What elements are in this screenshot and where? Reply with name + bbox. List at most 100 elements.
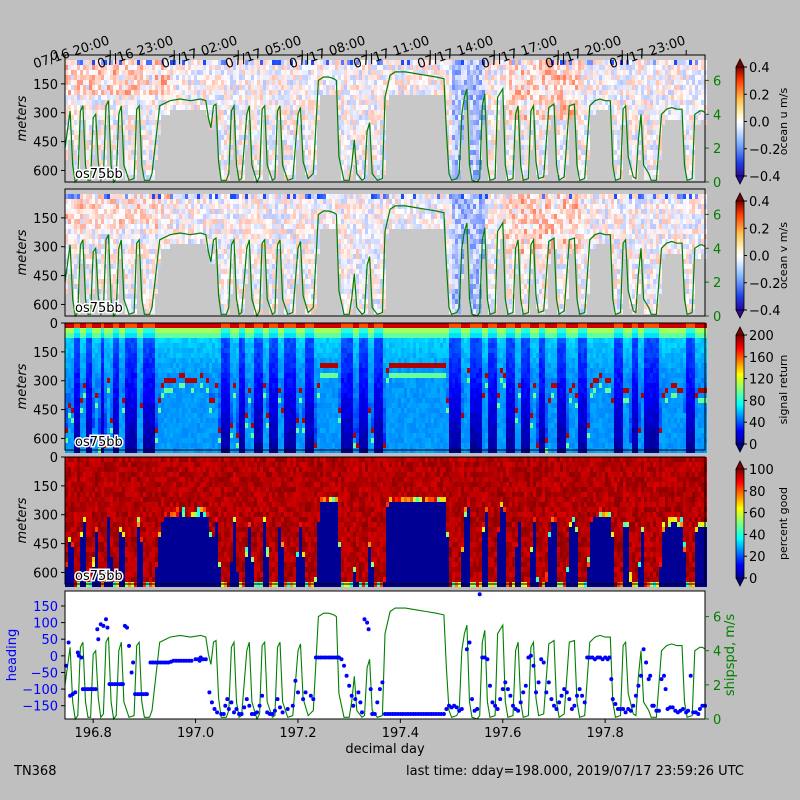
ship-speed-line — [64, 71, 706, 184]
colorbar-tick-label: 0.0 — [749, 116, 770, 131]
y-axis-tick-label: 100 — [33, 617, 58, 632]
heading-point — [207, 690, 212, 695]
colorbar-tick-label: 0.0 — [749, 250, 770, 265]
heading-point — [697, 707, 702, 711]
right-axis-tick-label: 0 — [713, 713, 721, 728]
y-axis-label: meters — [15, 95, 30, 141]
heading-point — [454, 705, 459, 710]
heading-point — [296, 690, 300, 695]
panel-label: os75bb — [75, 301, 123, 316]
heading-point — [628, 708, 633, 713]
heading-point — [226, 707, 231, 711]
right-axis-tick-label: 4 — [713, 242, 721, 257]
heading-point — [528, 653, 533, 658]
heading-point — [215, 710, 220, 715]
panel-label: os75bb — [75, 435, 123, 450]
right-axis-tick-label: 4 — [713, 108, 721, 123]
heading-point — [203, 657, 208, 662]
colorbar — [735, 66, 745, 177]
panel-3: 0 150 300 450 600 meters os75bb 200 160 120 80 40 0 s… — [15, 317, 790, 453]
panel-label: os75bb — [75, 569, 123, 584]
colorbar-tick-label: 0.4 — [749, 61, 770, 76]
heading-point — [272, 708, 277, 713]
heatmap-cells — [65, 323, 707, 453]
y-axis-tick-label: 600 — [33, 566, 58, 581]
heading-point — [290, 703, 295, 708]
y-axis-tick-label: 0 — [50, 451, 58, 466]
y-axis-label: meters — [15, 229, 30, 275]
colorbar-tick-label: 120 — [749, 373, 774, 388]
heading-point — [362, 617, 367, 622]
panel-1: 6 4 2 0 0 150 300 450 600 meters os75bb 0.4 0.2 0.0 −0… — [15, 49, 790, 191]
colorbar-tick-label: 40 — [749, 528, 766, 543]
x-axis-tick-label: 197.0 — [177, 726, 214, 741]
heatmap-cells — [65, 194, 707, 314]
heading-points — [64, 592, 707, 716]
heading-point — [344, 673, 349, 678]
heading-point — [539, 657, 544, 662]
right-axis-tick-label: 4 — [713, 645, 721, 660]
colorbar-tick-label: 100 — [749, 463, 774, 478]
right-axis-tick-label: 2 — [713, 679, 721, 694]
heading-point — [663, 687, 668, 692]
heading-point — [534, 690, 538, 695]
heading-point — [518, 700, 523, 705]
heading-point — [577, 687, 582, 692]
heading-point — [270, 712, 275, 716]
colorbar-label: signal return — [777, 355, 790, 425]
heading-point — [280, 710, 285, 715]
colorbar-tick-label: 0 — [749, 572, 757, 587]
y-axis-tick-label: 0 — [50, 650, 58, 665]
heading-point — [360, 710, 364, 715]
heading-point — [285, 707, 290, 711]
panel-frame — [64, 322, 706, 451]
y-axis-tick-label: 600 — [33, 164, 58, 179]
panel-frame — [64, 54, 706, 183]
colorbar-tick-label: 60 — [749, 507, 766, 522]
heading-point — [339, 657, 344, 662]
y-axis-tick-label: 450 — [33, 404, 58, 419]
heading-point — [559, 693, 564, 698]
panel-frame — [64, 590, 706, 720]
heading-point — [368, 687, 373, 692]
heading-point — [631, 703, 636, 708]
right-axis-label: shipspd, m/s — [723, 614, 738, 696]
heading-point — [144, 692, 149, 697]
heading-point — [607, 655, 612, 660]
y-axis-tick-label: 0 — [50, 49, 58, 64]
colorbar-extend-top — [735, 58, 745, 68]
heading-point — [508, 693, 513, 698]
y-axis-tick-label: −50 — [31, 666, 58, 681]
heading-point — [380, 680, 385, 685]
right-axis-tick-label: 2 — [713, 276, 721, 291]
heading-point — [696, 712, 701, 716]
colorbar-label: ocean u m/s — [777, 88, 790, 156]
heading-point — [444, 707, 449, 711]
y-axis-tick-label: 50 — [41, 633, 58, 648]
heading-point — [225, 697, 230, 702]
heading-point — [477, 592, 482, 597]
heading-point — [372, 712, 377, 716]
heading-point — [301, 697, 306, 702]
colorbar-extend-top — [735, 192, 745, 202]
colorbar — [735, 200, 745, 311]
heading-point — [278, 705, 282, 710]
colorbar-tick-label: 200 — [749, 329, 774, 344]
heading-point — [549, 697, 554, 702]
y-axis-tick-label: 600 — [33, 432, 58, 447]
colorbar-tick-label: 0.2 — [749, 222, 770, 237]
y-axis-label: heading — [5, 629, 20, 682]
heading-point — [311, 697, 316, 702]
heatmap-cells — [65, 457, 707, 587]
heading-point — [342, 663, 346, 668]
y-axis-label: meters — [15, 363, 30, 409]
heading-point — [197, 658, 202, 663]
colorbar-extend-top — [735, 326, 745, 336]
y-axis-tick-label: 150 — [33, 78, 58, 93]
heading-point — [120, 682, 125, 687]
heading-point — [639, 673, 643, 678]
heading-point — [459, 707, 464, 711]
x-axis-tick-label: 196.8 — [75, 726, 112, 741]
